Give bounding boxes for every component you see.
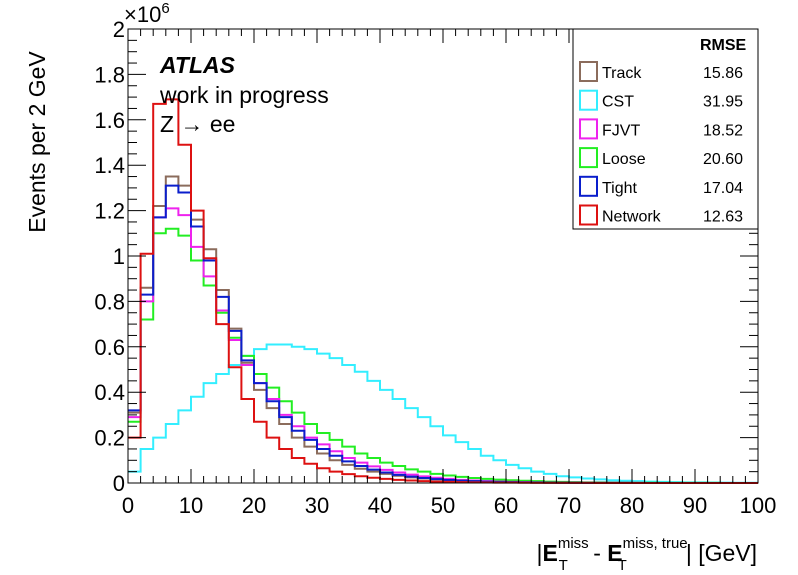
legend-entry-track: Track 15.86 [579,61,743,82]
x-tick-label: 50 [431,493,455,518]
y-tick-label: 0.4 [94,380,125,405]
x-tick-label: 100 [740,493,777,518]
legend-rmse-value: 17.04 [703,180,743,197]
legend-rmse-value: 15.86 [703,65,743,82]
y-tick-label: 2 [113,17,125,42]
legend-swatch [579,204,598,226]
legend-box [572,28,759,230]
y-tick-label: 1.4 [94,153,125,178]
x-tick-label: 20 [242,493,266,518]
legend-label: Network [602,209,662,226]
x-tick-label: 60 [494,493,518,518]
legend: RMSE Track 15.86 CST 31.95 FJVT 18.52 Loose 20.… [572,28,759,230]
legend-rmse-value: 31.95 [703,94,743,111]
y-tick-label: 0.8 [94,289,125,314]
y-tick-label: 1.8 [94,62,125,87]
legend-swatch [579,118,598,140]
x-tick-label: 40 [368,493,392,518]
y-tick-label: 1.6 [94,108,125,133]
legend-label: Track [602,65,642,82]
legend-entries: Track 15.86 CST 31.95 FJVT 18.52 Loose 20.60 Tig… [579,61,743,226]
x-tick-label: 90 [683,493,707,518]
legend-header: RMSE [700,37,747,54]
legend-entry-network: Network 12.63 [579,204,743,226]
x-tick-label: 30 [305,493,329,518]
x-tick-label: 0 [122,493,134,518]
legend-entry-tight: Tight 17.04 [579,175,743,197]
legend-swatch [579,61,598,82]
atlas-label: ATLAS [159,52,236,78]
legend-entry-cst: CST 31.95 [579,89,743,111]
y-axis-title: Events per 2 GeV [24,51,50,233]
legend-rmse-value: 18.52 [703,122,743,139]
legend-rmse-value: 12.63 [703,209,743,226]
legend-label: CST [602,94,634,111]
legend-entry-loose: Loose 20.60 [579,147,743,169]
status-label: work in progress [159,82,329,108]
x-axis-title: |Emiss T - Emiss, true T | [GeV] [537,535,757,574]
x-tick-label: 10 [179,493,203,518]
legend-label: Loose [602,151,646,168]
y-exponent-label: ×106 [124,0,170,27]
y-tick-label: 0.6 [94,335,125,360]
x-tick-label: 70 [557,493,581,518]
y-tick-label: 0 [113,471,125,496]
legend-swatch [579,175,598,197]
y-tick-label: 0.2 [94,426,125,451]
y-tick-label: 1.2 [94,199,125,224]
legend-label: Tight [602,180,638,197]
legend-entry-fjvt: FJVT 18.52 [579,118,743,140]
y-tick-label: 1 [113,244,125,269]
legend-swatch [579,89,598,111]
legend-rmse-value: 20.60 [703,151,743,168]
x-tick-label: 80 [620,493,644,518]
process-label: Z → ee [160,111,235,137]
legend-swatch [579,147,598,169]
legend-label: FJVT [602,122,640,139]
